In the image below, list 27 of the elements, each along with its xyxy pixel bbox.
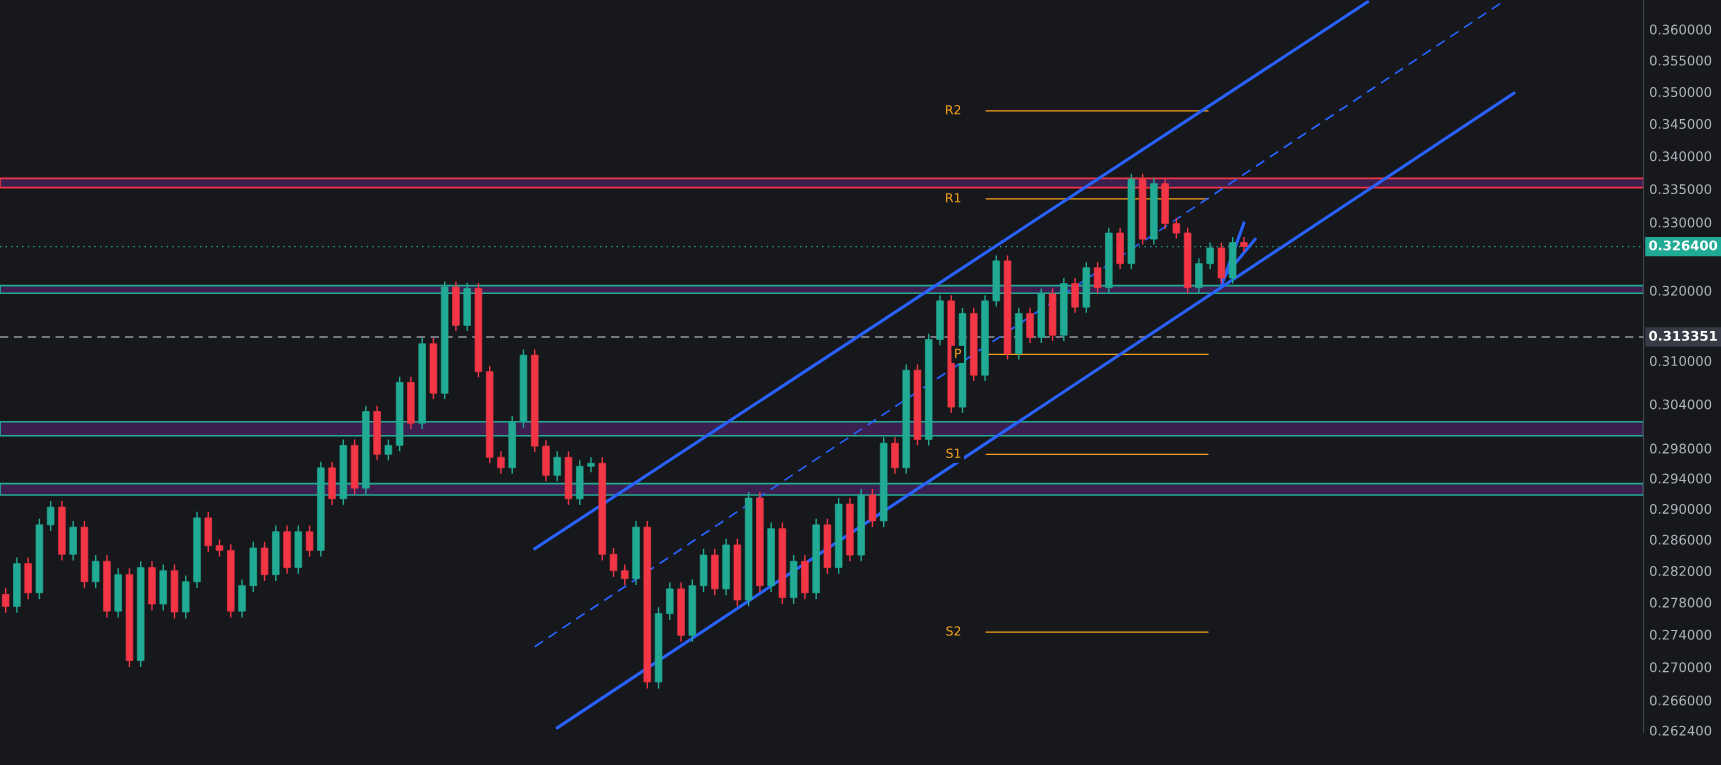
y-tick-label: 0.298000 bbox=[1649, 443, 1712, 454]
ref-line-label: 0.326400 bbox=[1649, 240, 1718, 251]
y-tick-label: 0.320000 bbox=[1649, 285, 1712, 296]
ref-line-label: R2 bbox=[946, 105, 961, 115]
y-tick-label: 0.274000 bbox=[1649, 629, 1712, 640]
y-tick-label: 0.340000 bbox=[1649, 151, 1712, 162]
ref-line-label: S1 bbox=[946, 448, 961, 458]
y-tick-label: 0.262400 bbox=[1649, 725, 1712, 736]
y-tick-label: 0.286000 bbox=[1649, 534, 1712, 545]
ref-line-label: S2 bbox=[946, 626, 961, 636]
y-tick-label: 0.282000 bbox=[1649, 565, 1712, 576]
y-tick-label: 0.270000 bbox=[1649, 662, 1712, 673]
y-tick-label: 0.345000 bbox=[1649, 118, 1712, 129]
y-tick-label: 0.278000 bbox=[1649, 597, 1712, 608]
y-tick-label: 0.355000 bbox=[1649, 55, 1712, 66]
y-tick-label: 0.266000 bbox=[1649, 695, 1712, 706]
y-tick-label: 0.360000 bbox=[1649, 24, 1712, 35]
y-tick-label: 0.310000 bbox=[1649, 356, 1712, 367]
y-tick-label: 0.294000 bbox=[1649, 473, 1712, 484]
ref-line-label: 0.313351 bbox=[1649, 330, 1717, 341]
y-tick-label: 0.350000 bbox=[1649, 87, 1712, 98]
y-tick-label: 0.330000 bbox=[1649, 217, 1712, 228]
ref-line-label: P bbox=[955, 348, 962, 358]
ref-line-label: R1 bbox=[946, 193, 961, 203]
y-tick-label: 0.290000 bbox=[1649, 503, 1712, 514]
y-tick-label: 0.304000 bbox=[1649, 399, 1712, 410]
y-tick-label: 0.335000 bbox=[1649, 184, 1712, 195]
